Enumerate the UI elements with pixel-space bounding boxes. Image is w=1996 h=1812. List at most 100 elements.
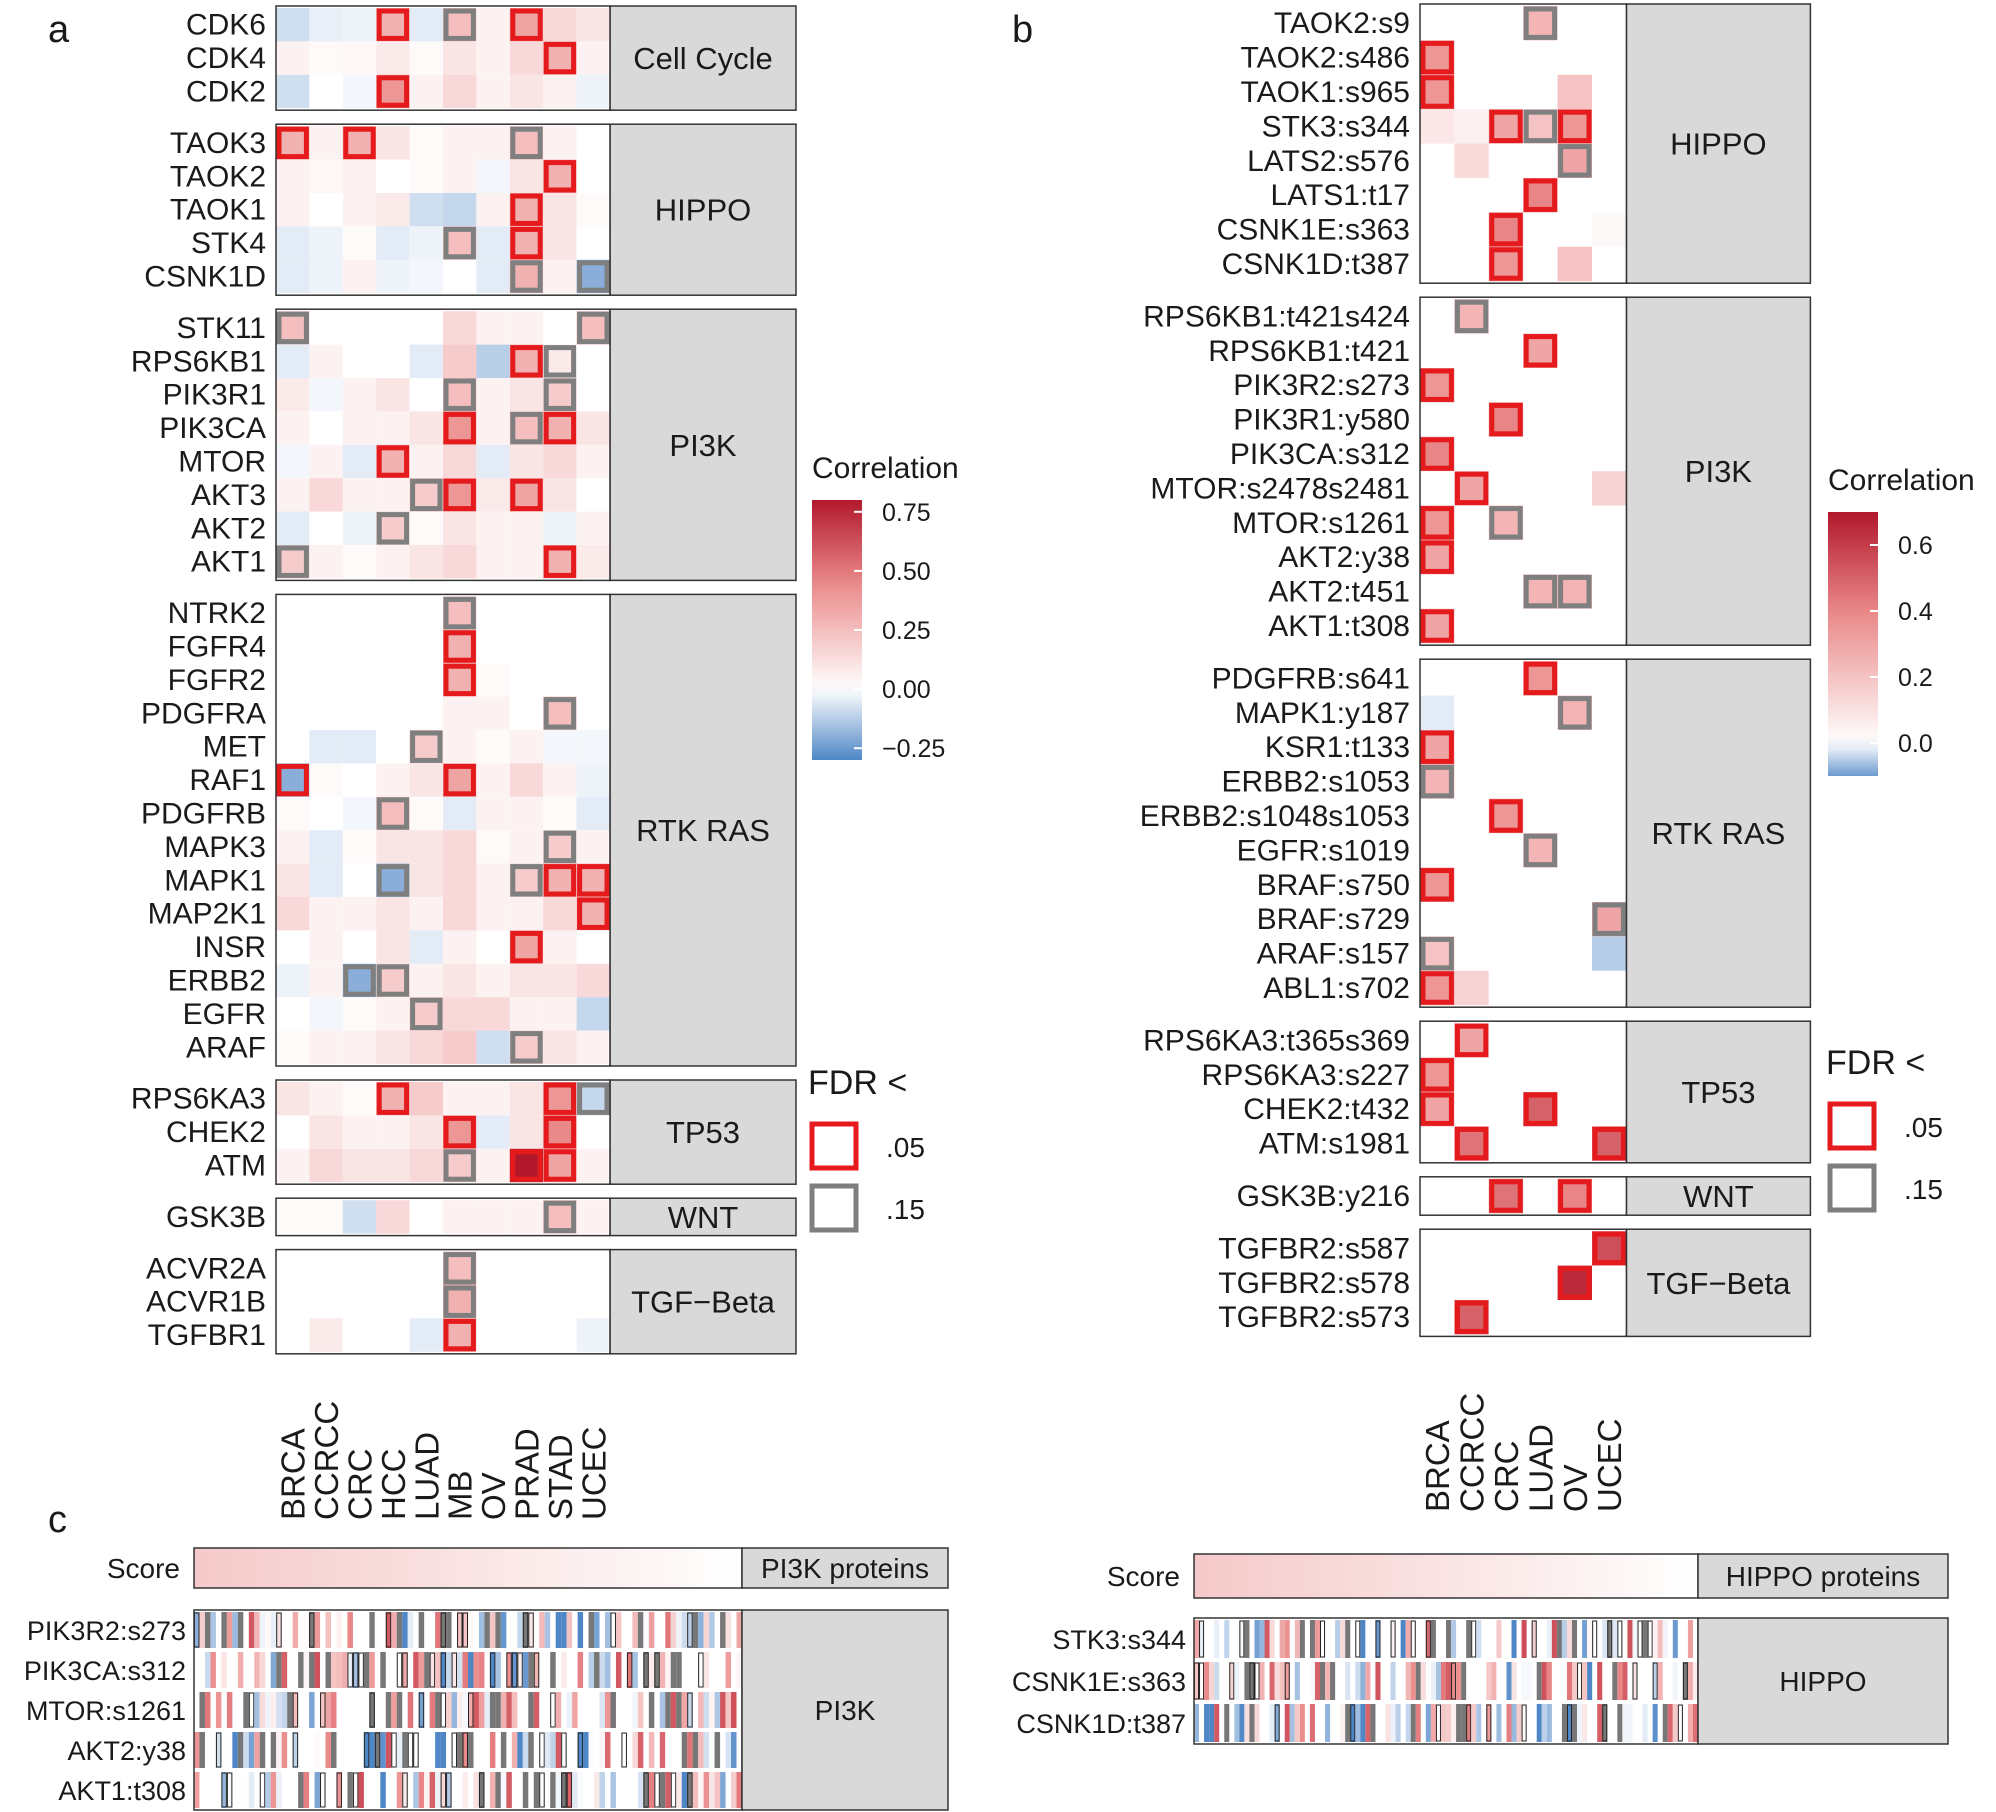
sample-sig-box: [429, 1652, 436, 1688]
sample-sig-box: [561, 1732, 567, 1768]
sample-cell: [309, 1652, 315, 1688]
heatmap-cell: [443, 1030, 477, 1064]
sample-cell: [325, 1612, 331, 1648]
sample-cell: [254, 1612, 260, 1648]
sample-cell: [615, 1612, 622, 1648]
sample-sig-box: [1531, 1620, 1537, 1658]
sample-cell: [484, 1692, 490, 1728]
heatmap-cell: [1523, 471, 1558, 506]
row-label: MAPK1:y187: [1235, 697, 1410, 730]
score-bar: [193, 1547, 743, 1589]
sample-sig-box: [1425, 1620, 1431, 1658]
sample-cell: [665, 1732, 671, 1768]
heatmap-cell: [443, 311, 477, 345]
sample-cell: [331, 1732, 337, 1768]
sample-cell: [561, 1612, 567, 1648]
heatmap-cell: [576, 796, 610, 831]
heatmap-cell: [443, 830, 477, 864]
heatmap-cell: [276, 830, 310, 864]
sample-sig-box: [626, 1652, 633, 1688]
heatmap-cell: [1592, 246, 1627, 282]
sample-sig-box: [320, 1772, 326, 1808]
heatmap-cell: [509, 930, 544, 964]
heatmap-cell: [309, 1318, 343, 1352]
heatmap-cell: [1420, 471, 1455, 506]
heatmap-cell: [376, 796, 410, 831]
heatmap-cell: [276, 997, 310, 1031]
heatmap-cell: [509, 1082, 544, 1116]
panel-letter-b: b: [1012, 9, 1033, 51]
sample-cell: [533, 1692, 540, 1728]
sample-cell: [1390, 1620, 1396, 1658]
heatmap-cell: [443, 1318, 477, 1352]
heatmap-cell: [1557, 436, 1592, 472]
heatmap-cell: [309, 1148, 343, 1183]
row-label: MTOR:s2478s2481: [1150, 472, 1410, 505]
heatmap-cell: [509, 378, 544, 412]
heatmap-cell: [1592, 1023, 1627, 1058]
fdr-box-05: [543, 1082, 577, 1115]
fdr-legend-title: FDR <: [1826, 1044, 1925, 1082]
heatmap-cell: [443, 226, 477, 260]
heatmap-cell: [576, 1030, 610, 1064]
heatmap-cell: [409, 596, 443, 630]
heatmap-cell: [409, 311, 443, 345]
sample-sig-box: [418, 1692, 425, 1728]
sample-cell: [594, 1652, 600, 1688]
heatmap-cell: [1454, 505, 1489, 540]
sample-cell: [1415, 1662, 1421, 1700]
sample-sig-box: [1254, 1662, 1260, 1700]
heatmap-cell: [1523, 1300, 1558, 1335]
sample-cell: [659, 1652, 666, 1688]
sample-cell: [1627, 1620, 1633, 1658]
heatmap-cell: [476, 311, 510, 345]
heatmap-cell: [342, 8, 377, 42]
heatmap-cell: [409, 478, 443, 512]
heatmap-cell: [1454, 6, 1489, 41]
fdr-box-05: [543, 545, 577, 578]
heatmap-cell: [1557, 40, 1592, 75]
heatmap-cell: [276, 930, 310, 964]
sample-cell: [1541, 1704, 1547, 1742]
heatmap-cell: [309, 311, 343, 345]
heatmap-cell: [509, 963, 544, 998]
sample-cell: [522, 1652, 529, 1688]
sample-cell: [1602, 1704, 1608, 1742]
sample-cell: [221, 1652, 227, 1688]
sample-cell: [1672, 1620, 1678, 1658]
sample-cell: [681, 1772, 688, 1808]
sample-cell: [292, 1612, 299, 1648]
fdr-box-05: [1558, 109, 1592, 144]
heatmap-cell: [543, 1030, 577, 1064]
heatmap-cell: [342, 663, 377, 697]
sample-cell: [1254, 1704, 1260, 1742]
sample-cell: [511, 1732, 518, 1768]
sample-cell: [1355, 1662, 1361, 1700]
heatmap-cell: [1523, 1023, 1558, 1058]
sample-cell: [648, 1772, 655, 1808]
fdr-box-05: [1592, 1126, 1626, 1161]
heatmap-cell: [576, 1318, 610, 1352]
heatmap-cell: [476, 259, 510, 294]
sample-cell: [1652, 1662, 1658, 1700]
score-group-box: [741, 1547, 949, 1589]
sample-cell: [1521, 1620, 1527, 1658]
row-label: LATS2:s576: [1247, 145, 1410, 178]
heatmap-cell: [1454, 1092, 1489, 1127]
sample-cell: [1607, 1620, 1613, 1658]
heatmap-cell: [376, 41, 410, 75]
sample-cell: [736, 1612, 742, 1648]
row-label: AKT3: [191, 479, 266, 512]
fdr-box-05: [1420, 1058, 1454, 1092]
sample-sig-box: [610, 1612, 616, 1648]
heatmap-border: [1419, 1228, 1628, 1338]
heatmap-cell: [509, 1318, 544, 1352]
heatmap-cell: [1420, 299, 1455, 334]
heatmap-cell: [1488, 436, 1524, 472]
sample-cell: [1284, 1620, 1290, 1658]
heatmap-cell: [1420, 246, 1455, 282]
sample-cell: [194, 1612, 200, 1648]
column-label: CRC: [342, 1449, 379, 1521]
heatmap-cell: [1488, 833, 1524, 868]
heatmap-cell: [309, 511, 343, 545]
